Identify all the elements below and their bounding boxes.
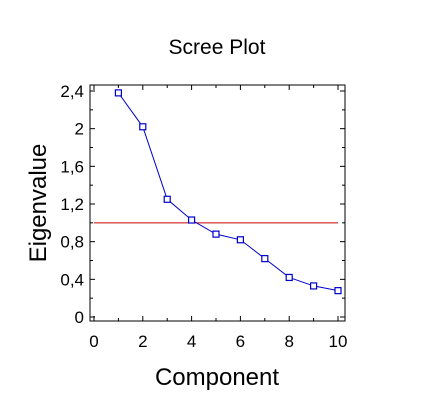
y-tick-label: 0,4 — [60, 270, 84, 289]
y-axis-label: Eigenvalue — [25, 144, 52, 263]
y-tick-label: 0 — [75, 308, 84, 327]
data-point-marker — [114, 89, 123, 97]
x-axis: 0 2 4 6 8 10 — [89, 85, 347, 351]
plot-area — [94, 89, 342, 295]
y-tick-label: 1,2 — [60, 195, 84, 214]
x-tick-label: 6 — [236, 332, 245, 351]
data-point-marker — [310, 282, 318, 290]
y-axis: 0 0,4 0,8 1,2 1,6 2 2,4 — [60, 82, 345, 327]
data-point-marker — [334, 287, 342, 295]
chart-title: Scree Plot — [169, 36, 266, 59]
data-point-marker — [236, 236, 244, 244]
data-point-marker — [188, 216, 196, 224]
data-point-marker — [261, 255, 269, 263]
y-tick-label: 2 — [75, 120, 84, 139]
series-line — [117, 92, 339, 292]
x-tick-label: 4 — [187, 332, 196, 351]
x-tick-label: 10 — [329, 332, 348, 351]
x-axis-label: Component — [155, 364, 279, 391]
data-point-marker — [212, 230, 220, 238]
data-point-marker — [139, 123, 147, 131]
y-tick-label: 2,4 — [60, 82, 84, 101]
y-tick-label: 1,6 — [60, 157, 84, 176]
y-tick-label: 0,8 — [60, 233, 84, 252]
x-tick-label: 2 — [138, 332, 147, 351]
x-tick-label: 8 — [284, 332, 293, 351]
x-tick-label: 0 — [89, 332, 98, 351]
plot-frame — [89, 84, 346, 322]
data-point-marker — [285, 273, 293, 282]
data-point-marker — [163, 195, 171, 203]
